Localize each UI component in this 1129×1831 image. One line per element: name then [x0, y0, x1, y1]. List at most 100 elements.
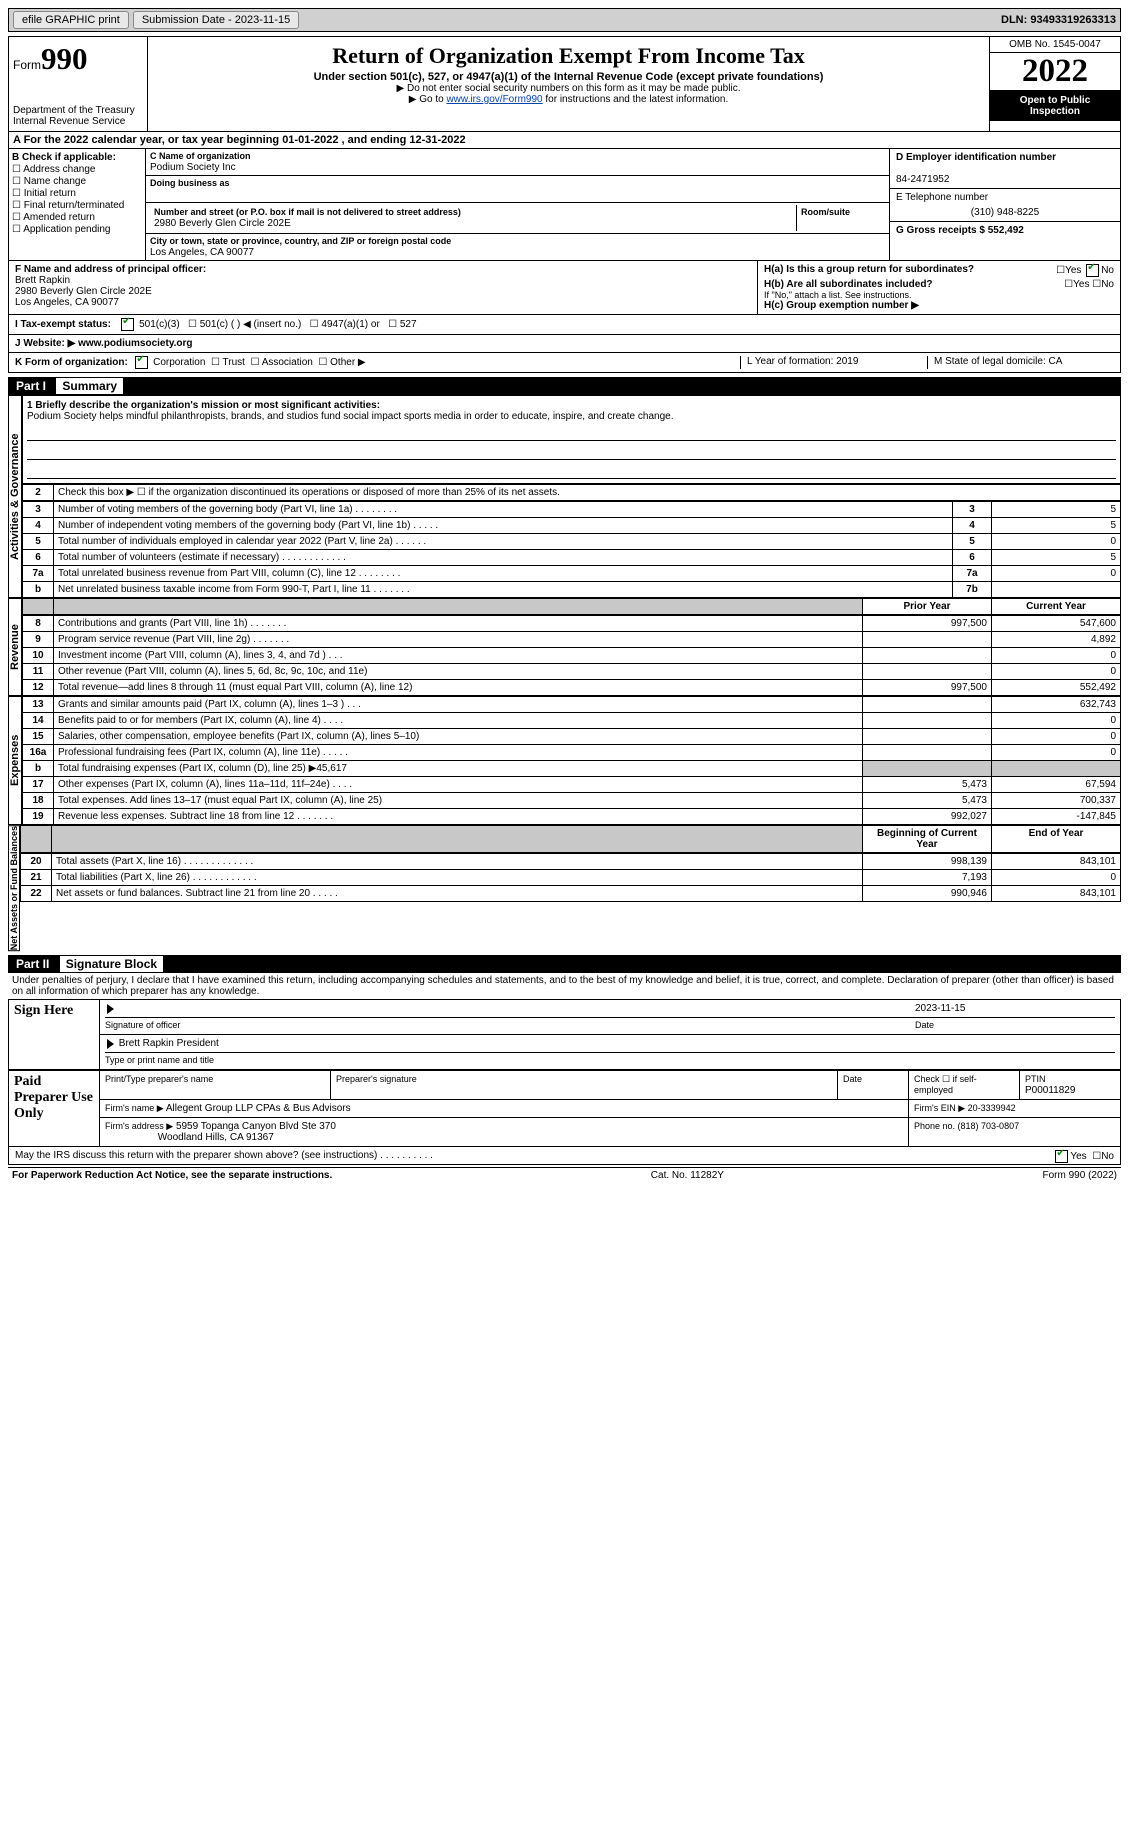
firm-addr1: 5959 Topanga Canyon Blvd Ste 370	[176, 1121, 336, 1132]
discuss-text: May the IRS discuss this return with the…	[15, 1150, 433, 1161]
footer-right: Form 990 (2022)	[1043, 1170, 1117, 1181]
hb-yes[interactable]: Yes	[1073, 279, 1089, 290]
city-label: City or town, state or province, country…	[150, 236, 451, 246]
street-label: Number and street (or P.O. box if mail i…	[154, 207, 461, 217]
ein-value: 84-2471952	[896, 174, 949, 185]
form-word: Form	[13, 58, 41, 72]
gross-receipts: G Gross receipts $ 552,492	[896, 225, 1024, 236]
submission-date-button[interactable]: Submission Date - 2023-11-15	[133, 11, 299, 29]
part2-title: Part II	[16, 957, 49, 971]
k-corp[interactable]	[135, 356, 148, 369]
chk-pending[interactable]: ☐ Application pending	[12, 224, 142, 235]
date-label: Date	[915, 1020, 934, 1030]
phone-value: (310) 948-8225	[896, 207, 1114, 218]
top-toolbar: efile GRAPHIC print Submission Date - 20…	[8, 8, 1121, 32]
part2-name: Signature Block	[59, 955, 164, 973]
q2-text: Check this box ▶ ☐ if the organization d…	[54, 485, 1121, 501]
paid-preparer-label: Paid Preparer Use Only	[9, 1071, 100, 1147]
discuss-line: May the IRS discuss this return with the…	[8, 1147, 1121, 1165]
table-rev-head: Prior Year Current Year	[22, 598, 1121, 615]
form-title: Return of Organization Exempt From Incom…	[152, 43, 985, 69]
prep-sig-label: Preparer's signature	[336, 1074, 417, 1084]
efile-print-button[interactable]: efile GRAPHIC print	[13, 11, 129, 29]
officer-addr1: 2980 Beverly Glen Circle 202E	[15, 286, 152, 297]
arrow-icon	[107, 1004, 114, 1014]
chk-address[interactable]: ☐ Address change	[12, 164, 142, 175]
firm-phone: Phone no. (818) 703-0807	[914, 1121, 1019, 1131]
chk-amended[interactable]: ☐ Amended return	[12, 212, 142, 223]
part1-header: Part I Summary	[8, 377, 1121, 395]
street-value: 2980 Beverly Glen Circle 202E	[154, 218, 291, 229]
phone-label: E Telephone number	[896, 192, 988, 203]
firm-name: Allegent Group LLP CPAs & Bus Advisors	[166, 1103, 351, 1114]
i-opt4: 527	[400, 319, 417, 330]
prep-date-label: Date	[843, 1074, 862, 1084]
omb-number: OMB No. 1545-0047	[990, 37, 1120, 53]
i-opt3: 4947(a)(1) or	[321, 319, 379, 330]
table-net-head: Beginning of Current Year End of Year	[20, 825, 1121, 853]
chk-final[interactable]: ☐ Final return/terminated	[12, 200, 142, 211]
firm-ein: Firm's EIN ▶ 20-3339942	[914, 1103, 1016, 1113]
officer-label: F Name and address of principal officer:	[15, 264, 206, 275]
k-opt4: Other ▶	[330, 357, 365, 368]
form-note-link: ▶ Go to www.irs.gov/Form990 for instruct…	[152, 94, 985, 105]
footer-center: Cat. No. 11282Y	[651, 1170, 724, 1181]
k-opt3: Association	[262, 357, 313, 368]
l-year: L Year of formation: 2019	[740, 356, 927, 369]
k-opt2: Trust	[223, 357, 245, 368]
goto-prefix: ▶ Go to	[409, 94, 447, 105]
firm-name-label: Firm's name ▶	[105, 1103, 164, 1113]
org-name: Podium Society Inc	[150, 162, 236, 173]
discuss-yes[interactable]	[1055, 1150, 1068, 1163]
room-label: Room/suite	[801, 207, 850, 217]
irs-link[interactable]: www.irs.gov/Form990	[446, 94, 542, 105]
hb-note: If "No," attach a list. See instructions…	[764, 290, 1114, 300]
table-rev: 8Contributions and grants (Part VIII, li…	[22, 615, 1121, 696]
table-ag: 3Number of voting members of the governi…	[22, 501, 1121, 598]
dba-label: Doing business as	[150, 178, 230, 188]
footer-left: For Paperwork Reduction Act Notice, see …	[12, 1170, 332, 1181]
prep-name-label: Print/Type preparer's name	[105, 1074, 213, 1084]
type-name-label: Type or print name and title	[105, 1055, 214, 1065]
row-a-calendar: A For the 2022 calendar year, or tax yea…	[8, 132, 1121, 149]
col-c-org: C Name of organization Podium Society In…	[146, 149, 889, 260]
vlabel-exp: Expenses	[8, 696, 22, 825]
mission-block: 1 Briefly describe the organization's mi…	[22, 395, 1121, 484]
table-net: 20Total assets (Part X, line 16) . . . .…	[20, 853, 1121, 902]
ein-label: D Employer identification number	[896, 152, 1056, 163]
hb-label: H(b) Are all subordinates included?	[764, 279, 933, 290]
chk-name[interactable]: ☐ Name change	[12, 176, 142, 187]
city-value: Los Angeles, CA 90077	[150, 247, 254, 258]
form-note-ssn: ▶ Do not enter social security numbers o…	[152, 83, 985, 94]
hdr-end: End of Year	[992, 826, 1121, 853]
vlabel-net: Net Assets or Fund Balances	[8, 825, 20, 951]
ha-yes[interactable]: Yes	[1065, 265, 1081, 276]
ptin-label: PTIN	[1025, 1074, 1046, 1084]
form-number: 990	[41, 41, 88, 76]
open-inspection: Open to Public Inspection	[990, 91, 1120, 121]
perjury-declaration: Under penalties of perjury, I declare th…	[8, 973, 1121, 999]
summary-ag: 2Check this box ▶ ☐ if the organization …	[22, 484, 1121, 501]
self-employed[interactable]: Check ☐ if self-employed	[914, 1074, 977, 1095]
i-501c3[interactable]	[121, 318, 134, 331]
part2-header: Part II Signature Block	[8, 955, 1121, 973]
page-footer: For Paperwork Reduction Act Notice, see …	[8, 1167, 1121, 1183]
website: J Website: ▶ www.podiumsociety.org	[15, 338, 193, 349]
section-fh: F Name and address of principal officer:…	[8, 261, 1121, 315]
hb-no[interactable]: No	[1101, 279, 1114, 290]
firm-addr-label: Firm's address ▶	[105, 1121, 173, 1131]
dln-label: DLN: 93493319263313	[1001, 14, 1116, 26]
paid-preparer-table: Paid Preparer Use Only Print/Type prepar…	[8, 1070, 1121, 1147]
tax-year: 2022	[990, 53, 1120, 91]
col-b-checkboxes: B Check if applicable: ☐ Address change …	[9, 149, 146, 260]
k-label: K Form of organization:	[15, 357, 128, 368]
col-d-ids: D Employer identification number 84-2471…	[889, 149, 1120, 260]
chk-initial[interactable]: ☐ Initial return	[12, 188, 142, 199]
discuss-yes-label: Yes	[1070, 1151, 1086, 1162]
org-name-label: C Name of organization	[150, 151, 251, 161]
hc-label: H(c) Group exemption number ▶	[764, 300, 919, 311]
form-subtitle: Under section 501(c), 527, or 4947(a)(1)…	[152, 71, 985, 83]
ha-no-check[interactable]	[1086, 264, 1099, 277]
q1-text: Podium Society helps mindful philanthrop…	[27, 411, 673, 422]
officer-addr2: Los Angeles, CA 90077	[15, 297, 119, 308]
